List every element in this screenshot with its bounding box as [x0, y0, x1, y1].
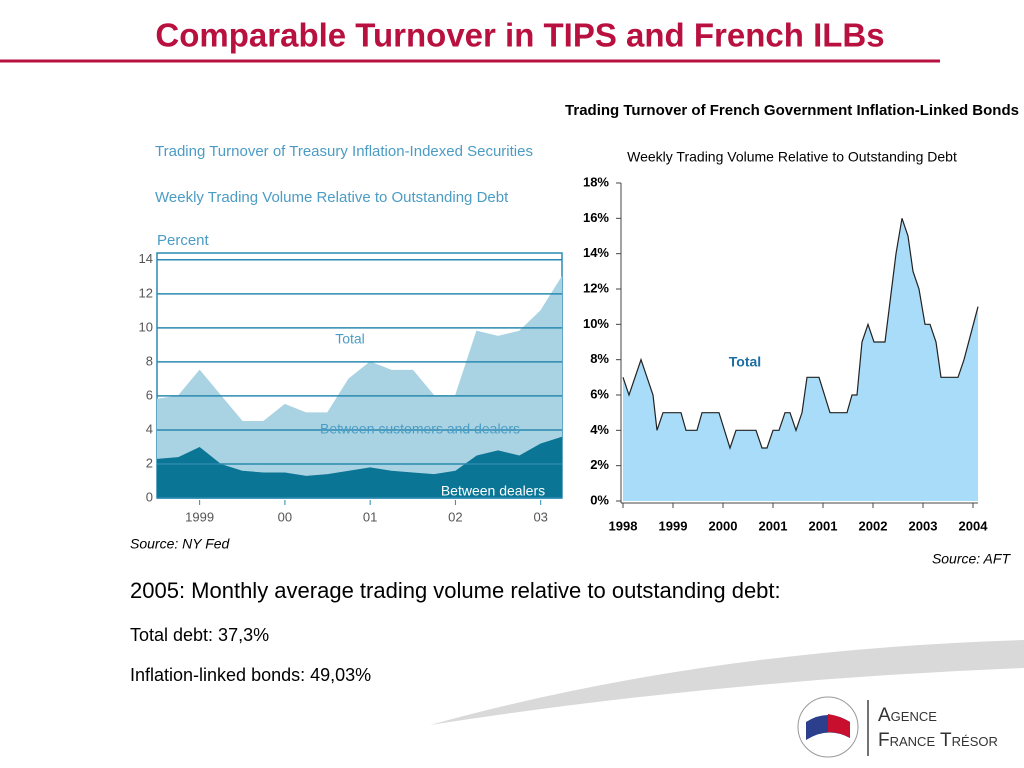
logo-flag — [828, 714, 850, 738]
y-tick-label: 6% — [590, 386, 609, 401]
y-tick-label: 0 — [146, 489, 153, 504]
y-tick-label: 2% — [590, 457, 609, 472]
x-tick-label: 2002 — [859, 518, 888, 533]
y-tick-label: 14 — [139, 251, 153, 266]
area-line — [156, 276, 563, 422]
chart-title: Trading Turnover of French Government In… — [565, 102, 1019, 119]
y-axis-label: Percent — [157, 232, 210, 249]
note-line: Inflation-linked bonds: 49,03% — [130, 665, 371, 685]
chart-subtitle: Weekly Trading Volume Relative to Outsta… — [155, 189, 509, 206]
y-tick-label: 0% — [590, 492, 609, 507]
y-tick-label: 2 — [146, 455, 153, 470]
x-tick-label: 2003 — [909, 518, 938, 533]
y-tick-label: 10 — [139, 319, 153, 334]
y-tick-label: 8% — [590, 351, 609, 366]
x-tick-label: 2000 — [709, 518, 738, 533]
source: Source: AFT — [932, 551, 1012, 567]
logo: Agence France Trésor — [797, 696, 998, 758]
logo-seal — [797, 696, 859, 758]
note-line: Total debt: 37,3% — [130, 625, 269, 645]
area-fill — [623, 218, 978, 502]
y-tick-label: 18% — [583, 174, 609, 189]
slide-title: Comparable Turnover in TIPS and French I… — [155, 17, 884, 54]
y-tick-label: 4 — [146, 421, 153, 436]
x-tick-label: 1998 — [609, 518, 638, 533]
logo-text: Agence — [878, 705, 937, 726]
chart-title: Trading Turnover of Treasury Inflation-I… — [155, 143, 533, 160]
annotation: Total — [335, 331, 365, 347]
chart-subtitle: Weekly Trading Volume Relative to Outsta… — [627, 149, 957, 165]
y-tick-label: 14% — [583, 245, 609, 260]
y-tick-label: 16% — [583, 210, 609, 225]
x-tick-label: 2001 — [759, 518, 788, 533]
x-tick-label: 1999 — [659, 518, 688, 533]
x-tick-label: 1999 — [185, 509, 214, 524]
y-tick-label: 10% — [583, 316, 609, 331]
x-tick-label: 01 — [363, 509, 377, 524]
x-tick-label: 2004 — [959, 518, 989, 533]
y-tick-label: 4% — [590, 422, 609, 437]
area-fill — [157, 436, 562, 498]
annotation: Total — [729, 354, 761, 370]
notes-heading: 2005: Monthly average trading volume rel… — [130, 578, 781, 603]
series-label: Between dealers — [441, 483, 545, 499]
area-fill — [157, 276, 562, 476]
x-tick-label: 00 — [278, 509, 292, 524]
logo-text: France Trésor — [878, 730, 998, 751]
x-tick-label: 02 — [448, 509, 462, 524]
area-line — [622, 218, 979, 450]
x-tick-label: 2001 — [809, 518, 838, 533]
y-tick-label: 12 — [139, 285, 153, 300]
series-label: Between customers and dealers — [320, 421, 520, 437]
x-tick-label: 03 — [533, 509, 547, 524]
y-tick-label: 8 — [146, 353, 153, 368]
y-tick-label: 12% — [583, 280, 609, 295]
source: Source: NY Fed — [130, 536, 231, 552]
swoosh — [430, 640, 1024, 725]
y-tick-label: 6 — [146, 387, 153, 402]
